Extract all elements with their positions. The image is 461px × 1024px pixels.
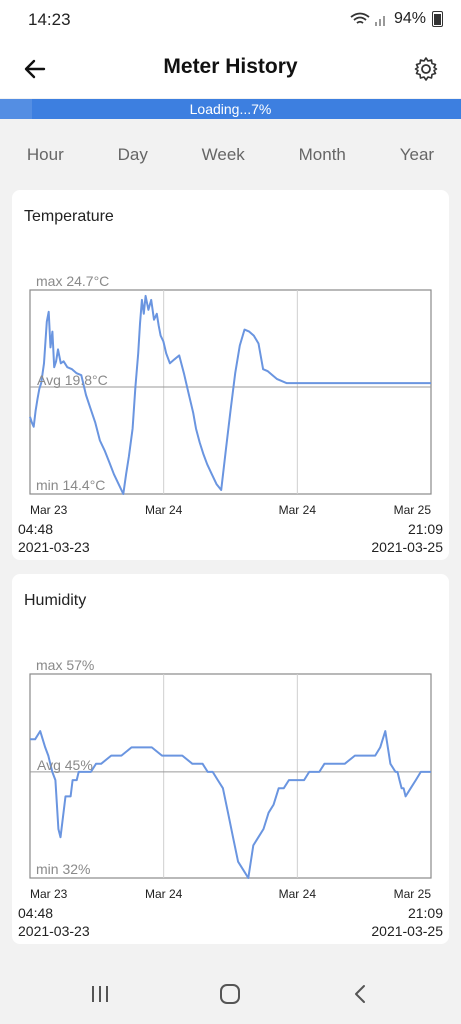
avg-label: Avg 19.8°C bbox=[37, 372, 108, 388]
range-end-time: 21:09 bbox=[407, 521, 443, 537]
temperature-card: Temperature max 24.7°C Avg 19.8°C min 14.4… bbox=[12, 190, 449, 560]
range-end: 21:09 2021-03-25 bbox=[371, 904, 443, 940]
tab-hour[interactable]: Hour bbox=[26, 145, 64, 164]
range-end-time: 21:09 bbox=[407, 905, 443, 921]
loading-progress-label: Loading...7% bbox=[189, 101, 272, 117]
x-tick-label: Mar 23 bbox=[30, 503, 68, 517]
plot-frame bbox=[29, 673, 432, 879]
status-bar: 14:23 94% bbox=[0, 0, 461, 38]
range-end-date: 2021-03-25 bbox=[371, 539, 443, 555]
min-label: min 14.4°C bbox=[36, 477, 105, 493]
chart-title: Humidity bbox=[24, 592, 87, 609]
status-time: 14:23 bbox=[28, 10, 71, 29]
signal-icon bbox=[374, 16, 385, 26]
range-start-time: 04:48 bbox=[18, 521, 54, 537]
home-icon bbox=[220, 984, 240, 1004]
tab-week[interactable]: Week bbox=[201, 145, 245, 164]
page-title: Meter History bbox=[163, 55, 298, 78]
chart-title: Temperature bbox=[24, 208, 114, 225]
x-tick-label: Mar 24 bbox=[279, 503, 317, 517]
x-tick-label: Mar 23 bbox=[30, 887, 68, 901]
temperature-chart: max 24.7°C Avg 19.8°C min 14.4°C Mar 23 Mar … bbox=[29, 273, 432, 517]
min-label: min 32% bbox=[36, 861, 90, 877]
x-tick-label: Mar 24 bbox=[145, 503, 183, 517]
tab-year[interactable]: Year bbox=[399, 145, 435, 164]
series-line bbox=[29, 294, 431, 495]
range-start-date: 2021-03-23 bbox=[18, 539, 90, 555]
gear-icon bbox=[414, 57, 438, 81]
range-start: 04:48 2021-03-23 bbox=[18, 904, 90, 940]
humidity-card: Humidity max 57% Avg 45% min 32% Mar 23 Mar … bbox=[12, 574, 449, 944]
max-label: max 57% bbox=[36, 657, 94, 673]
range-end-date: 2021-03-25 bbox=[371, 923, 443, 939]
battery-icon bbox=[432, 11, 443, 27]
range-start-time: 04:48 bbox=[18, 905, 54, 921]
range-end: 21:09 2021-03-25 bbox=[371, 520, 443, 556]
range-start-date: 2021-03-23 bbox=[18, 923, 90, 939]
x-tick-label: Mar 24 bbox=[145, 887, 183, 901]
chevron-left-icon bbox=[355, 985, 365, 1003]
avg-label: Avg 45% bbox=[37, 757, 93, 773]
progress-fill bbox=[0, 99, 33, 119]
recent-apps-button[interactable] bbox=[80, 978, 120, 1010]
series-line bbox=[30, 730, 431, 879]
x-tick-label: Mar 24 bbox=[279, 887, 317, 901]
plot-frame bbox=[29, 289, 432, 495]
wifi-icon bbox=[350, 12, 370, 24]
status-indicators: 94% bbox=[349, 10, 443, 28]
humidity-chart: max 57% Avg 45% min 32% Mar 23 Mar 24 Mar 24 M… bbox=[29, 657, 432, 901]
recent-apps-icon bbox=[92, 986, 108, 1002]
settings-button[interactable] bbox=[409, 52, 443, 86]
x-tick-label: Mar 25 bbox=[394, 503, 432, 517]
back-nav-button[interactable] bbox=[340, 978, 380, 1010]
back-button[interactable] bbox=[18, 52, 52, 86]
tab-day[interactable]: Day bbox=[117, 145, 148, 164]
battery-text: 94% bbox=[393, 10, 426, 27]
x-tick-label: Mar 25 bbox=[394, 887, 432, 901]
arrow-left-icon bbox=[24, 59, 46, 79]
range-start: 04:48 2021-03-23 bbox=[18, 520, 90, 556]
system-nav-bar bbox=[0, 964, 461, 1024]
period-tabs: Hour Day Week Month Year bbox=[0, 140, 461, 170]
home-button[interactable] bbox=[210, 978, 250, 1010]
max-label: max 24.7°C bbox=[36, 273, 109, 289]
wifi-signal-icons bbox=[349, 12, 388, 26]
app-bar: Meter History bbox=[0, 38, 461, 98]
loading-progress-bar: Loading...7% bbox=[0, 99, 461, 119]
tab-month[interactable]: Month bbox=[298, 145, 346, 164]
